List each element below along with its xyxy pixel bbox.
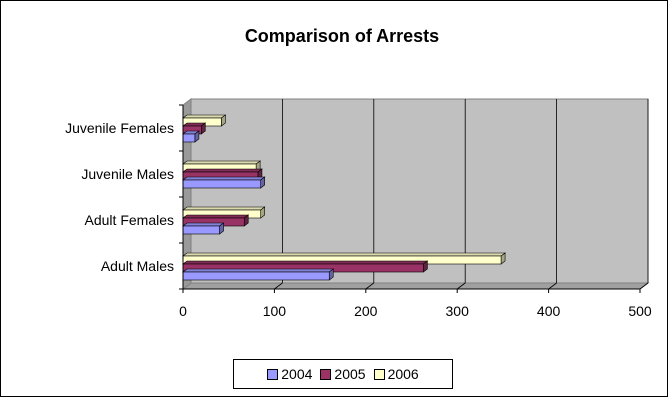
x-tick-label: 500 [628,303,652,319]
legend-item-2004: 2004 [267,366,312,382]
bar-top [182,268,335,273]
bar [182,130,200,143]
legend-swatch-2005 [320,368,332,380]
bar-top [182,160,262,165]
x-tick-label: 300 [446,303,470,319]
category-label: Adult Males [101,258,174,274]
legend-item-2006: 2006 [373,366,419,382]
bar-top [182,176,266,181]
category-label: Juvenile Males [81,166,174,182]
bar [182,176,266,189]
legend-swatch-2004 [267,368,279,380]
bar [182,222,225,235]
bar-top [182,168,263,173]
x-tick-label: 0 [179,303,187,319]
chart-title: Comparison of Arrests [245,26,439,46]
gridline-floor [456,282,466,290]
legend-item-2005: 2005 [320,366,366,382]
x-tick-label: 400 [537,303,561,319]
gridline-floor [548,282,557,290]
axes [179,104,641,293]
bar [182,252,506,265]
x-tick-label: 100 [263,303,287,319]
bar-top [182,214,250,219]
bar-front [182,133,196,143]
plot-area [181,98,650,290]
x-tick-label: 200 [354,303,378,319]
bar [182,268,335,281]
bar-top [182,222,225,227]
bar-top [182,206,266,211]
gridline-floor [365,282,375,290]
plot-floor [181,282,650,290]
x-tick-labels: 0 100 200 300 400 500 [179,303,652,319]
bar-top [182,252,506,257]
bar-front [182,179,261,189]
bar [182,206,266,219]
gridline-floor [639,282,649,290]
gridlines [274,99,649,290]
legend: 2004 2005 2006 [233,359,453,389]
bar-front [182,225,220,235]
bar-top [182,114,227,119]
category-label: Juvenile Females [65,120,174,136]
legend-label-2004: 2004 [281,366,313,382]
category-label: Adult Females [85,212,174,228]
bars [182,114,506,281]
legend-label-2006: 2006 [387,366,419,382]
category-labels: Adult Males Adult Females Juvenile Males Ju… [65,120,174,274]
legend-swatch-2006 [373,368,385,380]
bar-front [182,271,330,281]
legend-label-2005: 2005 [334,366,366,382]
bar [182,260,429,273]
bar-top [182,260,429,265]
gridline-floor [274,282,283,290]
